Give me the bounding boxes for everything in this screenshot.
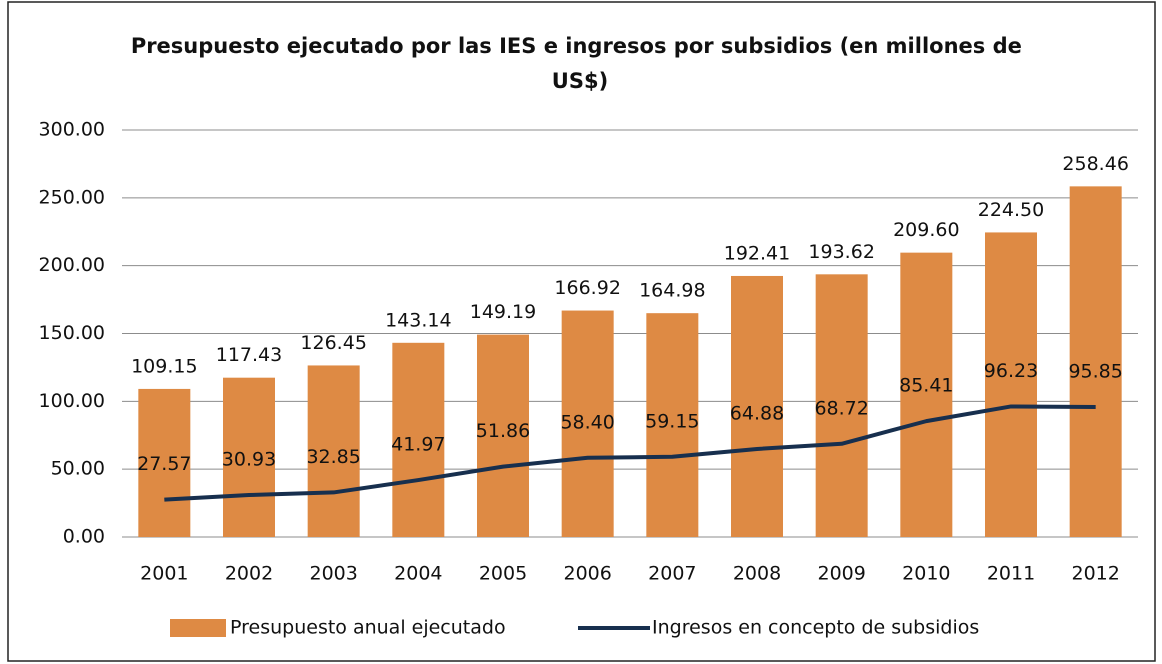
x-tick-label: 2004 [394, 563, 442, 585]
bar [392, 342, 445, 537]
x-tick-label: 2005 [479, 563, 527, 585]
x-tick-label: 2002 [225, 563, 273, 585]
bar-value-label: 149.19 [470, 301, 536, 323]
x-tick-label: 2010 [902, 563, 950, 585]
line-value-label: 68.72 [814, 397, 868, 419]
line-value-label: 27.57 [137, 453, 191, 475]
y-tick-label: 250.00 [39, 186, 105, 208]
x-tick-label: 2011 [987, 563, 1035, 585]
bar [731, 275, 783, 537]
line-value-label: 64.88 [730, 402, 784, 424]
bar [1069, 186, 1122, 537]
y-tick-label: 100.00 [39, 390, 105, 412]
x-tick-label: 2007 [648, 563, 696, 585]
line-value-label: 51.86 [476, 420, 530, 442]
bar-value-label: 143.14 [385, 309, 451, 331]
line-value-label: 58.40 [560, 411, 614, 433]
line-value-label: 59.15 [645, 410, 699, 432]
bar-value-label: 109.15 [131, 355, 197, 377]
line-value-label: 30.93 [222, 449, 276, 471]
line-value-label: 96.23 [984, 360, 1038, 382]
bar [646, 313, 699, 537]
y-tick-label: 150.00 [39, 322, 105, 344]
legend-swatch [170, 619, 226, 637]
x-tick-label: 2006 [563, 563, 611, 585]
bar-value-label: 164.98 [639, 280, 705, 302]
bar-value-label: 126.45 [300, 332, 366, 354]
bar [477, 334, 529, 537]
x-tick-label: 2001 [140, 563, 188, 585]
line [164, 404, 1096, 502]
bar-value-label: 224.50 [978, 199, 1044, 221]
bar-value-label: 192.41 [724, 242, 790, 264]
x-tick-label: 2008 [733, 563, 781, 585]
bar-value-label: 117.43 [216, 344, 282, 366]
bar [223, 377, 275, 537]
line-value-label: 95.85 [1068, 360, 1122, 382]
chart-title-line1: Presupuesto ejecutado por las IES e ingr… [131, 34, 1029, 93]
bar-value-label: 209.60 [893, 219, 959, 241]
x-tick-label: 2009 [817, 563, 865, 585]
line-value-label: 41.97 [391, 434, 445, 456]
bar [561, 310, 614, 537]
line-value-label: 32.85 [306, 446, 360, 468]
line-value-label: 85.41 [899, 375, 953, 397]
bar [815, 274, 868, 537]
y-tick-label: 0.00 [63, 526, 105, 548]
bar [985, 232, 1037, 537]
bar-value-label: 258.46 [1062, 153, 1128, 175]
x-tick-label: 2003 [309, 563, 357, 585]
legend-label: Presupuesto anual ejecutado [230, 617, 506, 639]
legend-label: Ingresos en concepto de subsidios [652, 617, 979, 639]
x-tick-label: 2012 [1071, 563, 1119, 585]
bar [307, 365, 360, 537]
y-tick-label: 300.00 [39, 119, 105, 141]
bar-value-label: 193.62 [808, 241, 874, 263]
y-tick-label: 50.00 [51, 458, 105, 480]
bar [138, 388, 191, 537]
bar [900, 252, 953, 537]
bar-value-label: 166.92 [554, 277, 620, 299]
y-tick-label: 200.00 [39, 254, 105, 276]
